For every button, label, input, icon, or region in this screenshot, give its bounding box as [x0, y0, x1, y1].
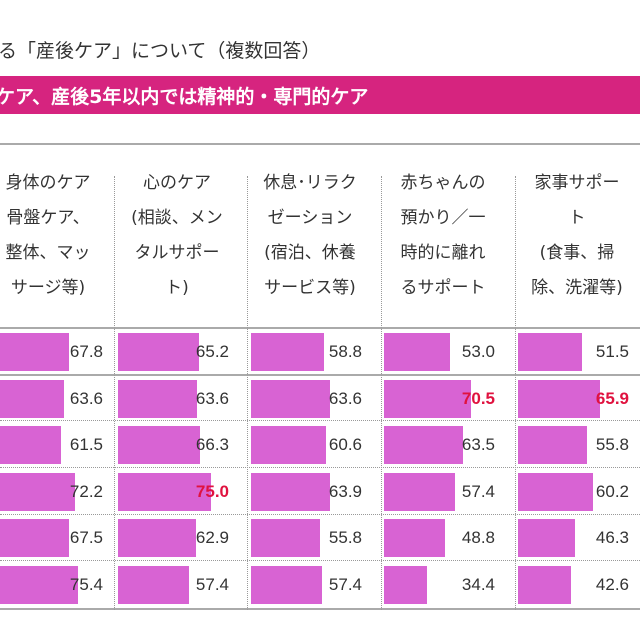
bar: [0, 426, 62, 464]
column-header: 心のケア (相談、メン タルサポー ト): [131, 173, 223, 298]
value-label: 63.6: [195, 389, 229, 408]
value-label: 65.9: [595, 389, 629, 408]
value-label: 57.4: [461, 482, 495, 501]
bar: [118, 426, 201, 464]
value-label: 61.5: [69, 435, 103, 454]
value-label: 65.2: [195, 342, 229, 361]
bar: [0, 519, 69, 557]
value-label: 34.4: [461, 575, 495, 594]
column-header: 赤ちゃんの 預かり／一 時的に離れ るサポート: [400, 173, 486, 298]
value-label: 63.5: [461, 435, 495, 454]
bar: [118, 566, 190, 604]
value-label: 57.4: [328, 575, 362, 594]
bar: [518, 380, 600, 418]
bar: [118, 519, 196, 557]
value-label: 60.6: [328, 435, 362, 454]
row-border: [0, 374, 640, 376]
bar: [384, 519, 445, 557]
bar: [384, 566, 427, 604]
row-divider: [0, 420, 640, 421]
bar: [0, 473, 75, 511]
value-label: 63.6: [328, 389, 362, 408]
value-label: 42.6: [595, 575, 629, 594]
column-divider: [114, 176, 115, 610]
value-label: 62.9: [195, 528, 229, 547]
value-label: 57.4: [195, 575, 229, 594]
value-label: 63.9: [328, 482, 362, 501]
value-label: 72.2: [69, 482, 103, 501]
column-header: 身体のケア 骨盤ケア、 整体、マッ サージ等): [5, 173, 91, 298]
value-label: 67.5: [69, 528, 103, 547]
banner-text: ケア、産後5年以内では精神的・専門的ケア: [0, 86, 369, 108]
column-divider: [247, 176, 248, 610]
bar: [518, 519, 576, 557]
bar: [251, 380, 330, 418]
bar: [384, 473, 456, 511]
row-divider: [0, 560, 640, 561]
value-label: 55.8: [595, 435, 629, 454]
column-divider: [515, 176, 516, 610]
bar: [118, 380, 197, 418]
bar: [251, 473, 331, 511]
bar: [518, 473, 593, 511]
bar: [118, 473, 211, 511]
bar: [251, 519, 321, 557]
value-label: 70.5: [461, 389, 495, 408]
bar: [0, 333, 70, 371]
value-label: 67.8: [69, 342, 103, 361]
value-label: 75.0: [195, 482, 229, 501]
bar: [518, 333, 582, 371]
column-header: 家事サポー ト (食事、掃 除、洗濯等): [531, 173, 623, 298]
banner: ケア、産後5年以内では精神的・専門的ケア: [0, 76, 640, 114]
column-divider: [381, 176, 382, 610]
value-label: 48.8: [461, 528, 495, 547]
column-header: 休息･リラク ゼーション (宿泊、休養 サービス等): [263, 173, 357, 298]
bar: [384, 426, 463, 464]
value-label: 46.3: [595, 528, 629, 547]
value-label: 53.0: [461, 342, 495, 361]
table-bottom-border: [0, 608, 640, 610]
bar: [384, 380, 472, 418]
bar: [0, 380, 64, 418]
value-label: 66.3: [195, 435, 229, 454]
value-label: 58.8: [328, 342, 362, 361]
bar: [251, 566, 323, 604]
value-label: 51.5: [595, 342, 629, 361]
bar: [384, 333, 450, 371]
value-label: 55.8: [328, 528, 362, 547]
row-divider: [0, 514, 640, 515]
value-label: 75.4: [69, 575, 103, 594]
bar: [251, 333, 324, 371]
bar: [518, 426, 588, 464]
header-bottom-border: [0, 327, 640, 329]
value-label: 63.6: [69, 389, 103, 408]
chart-title: る「産後ケア」について（複数回答）: [0, 40, 321, 62]
bar: [0, 566, 79, 604]
bar: [518, 566, 571, 604]
table-top-border: [0, 143, 640, 145]
value-label: 60.2: [595, 482, 629, 501]
bar: [118, 333, 199, 371]
bar: [251, 426, 327, 464]
row-divider: [0, 467, 640, 468]
